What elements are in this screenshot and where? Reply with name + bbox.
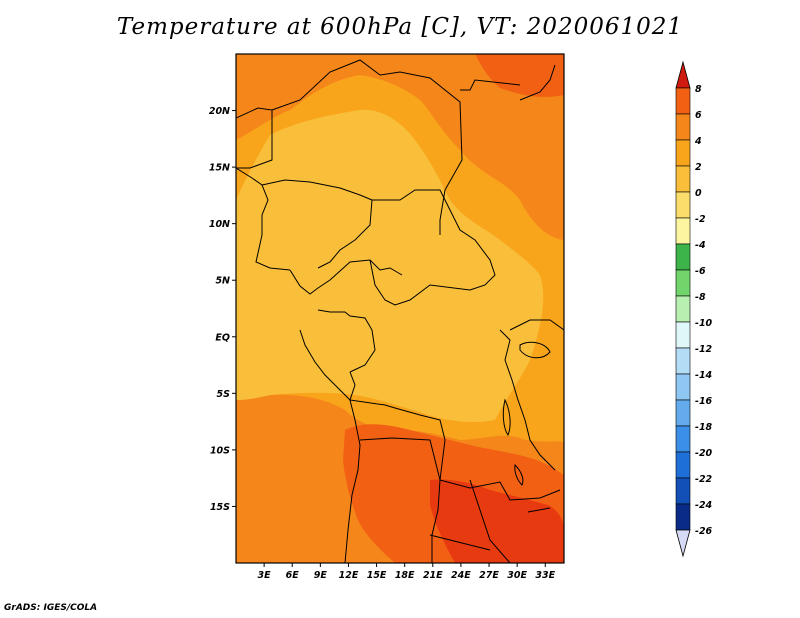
lake-outline <box>527 507 551 513</box>
lat-tick-label: 10N <box>209 219 230 230</box>
colorbar-label: -2 <box>695 214 706 225</box>
temperature-field-above-8 <box>430 479 564 563</box>
colorbar-label: 2 <box>695 162 702 173</box>
colorbar-segment <box>675 477 691 505</box>
colorbar-label: -20 <box>695 448 713 459</box>
colorbar-label: 8 <box>695 84 702 95</box>
colorbar-segment <box>675 321 691 349</box>
colorbar-label: -4 <box>695 240 706 251</box>
lon-tick-label: 6E <box>286 570 300 581</box>
boundary-line <box>369 259 471 306</box>
colorbar-label: -14 <box>695 370 713 381</box>
lon-tick-label: 12E <box>339 570 359 581</box>
temperature-field-0-to-2 <box>236 109 544 423</box>
lat-tick-label: 5S <box>217 389 231 400</box>
colorbar-label: -26 <box>695 526 713 537</box>
lon-tick-label: 33E <box>535 570 555 581</box>
lake-outline <box>514 463 524 486</box>
temperature-field-6-to-8 <box>475 54 564 98</box>
boundary-line <box>429 534 491 551</box>
colorbar-segment <box>675 503 691 531</box>
boundary-line <box>236 167 291 271</box>
colorbar-segment <box>675 87 691 115</box>
colorbar-segment <box>675 139 691 167</box>
boundary-line <box>236 107 273 169</box>
lon-tick-label: 30E <box>507 570 527 581</box>
longitude-axis: 3E 6E 9E 12E 15E 18E 21E 24E 27E 30E 33E <box>258 563 556 581</box>
lon-tick-label: 3E <box>258 570 272 581</box>
colorbar-label: -24 <box>695 500 713 511</box>
lat-tick-label: EQ <box>215 332 230 343</box>
colorbar-segment <box>675 373 691 401</box>
colorbar-segment <box>675 399 691 427</box>
lon-tick-label: 27E <box>479 570 499 581</box>
temperature-field-4-to-6 <box>236 54 564 240</box>
colorbar: 8 6 4 2 0 -2 -4 -6 -8 -10 -12 -14 -16 -18 -20 -22 -24 -26 <box>675 60 713 558</box>
boundary-line <box>439 479 561 501</box>
boundary-line <box>460 79 521 91</box>
lat-tick-label: 15N <box>209 163 230 174</box>
lon-tick-label: 24E <box>451 570 471 581</box>
colorbar-label: -6 <box>695 266 706 277</box>
colorbar-segment <box>675 451 691 479</box>
boundary-line <box>499 329 556 471</box>
lake-outline <box>502 398 511 437</box>
lake-outline <box>519 341 551 359</box>
lat-tick-label: 10S <box>210 445 230 456</box>
colorbar-label: -16 <box>695 396 713 407</box>
coastlines-and-borders <box>236 59 564 563</box>
colorbar-label: -18 <box>695 422 713 433</box>
lon-tick-label: 18E <box>395 570 415 581</box>
map-title: Temperature at 600hPa [C], VT: 202006102… <box>116 14 684 40</box>
colorbar-segment <box>675 217 691 245</box>
boundary-line <box>317 309 376 373</box>
lon-tick-label: 21E <box>423 570 443 581</box>
colorbar-segment <box>675 191 691 219</box>
boundary-line <box>469 479 511 563</box>
colorbar-segment <box>675 113 691 141</box>
colorbar-label: -8 <box>695 292 706 303</box>
boundary-line <box>299 329 361 563</box>
lon-tick-label: 15E <box>367 570 387 581</box>
colorbar-segment <box>675 425 691 453</box>
colorbar-segment <box>675 243 691 271</box>
boundary-line <box>372 189 496 291</box>
boundary-line <box>271 59 463 235</box>
colorbar-label: 4 <box>694 136 702 147</box>
temperature-map <box>236 54 564 563</box>
lon-tick-label: 9E <box>314 570 328 581</box>
boundary-line <box>289 259 403 295</box>
latitude-axis: 20N 15N 10N 5N EQ 5S 10S 15S <box>209 106 236 513</box>
colorbar-segment <box>675 165 691 193</box>
colorbar-label: -12 <box>695 344 713 355</box>
colorbar-label: -10 <box>695 318 713 329</box>
boundary-line <box>519 64 556 101</box>
colorbar-bottom-arrow <box>675 529 691 558</box>
colorbar-label: -22 <box>695 474 713 485</box>
colorbar-label: 0 <box>695 188 702 199</box>
colorbar-top-arrow <box>675 60 691 89</box>
boundary-line <box>509 319 564 331</box>
colorbar-segment <box>675 269 691 297</box>
map-frame <box>235 53 565 564</box>
lat-tick-label: 15S <box>210 502 230 513</box>
colorbar-segment <box>675 295 691 323</box>
grads-credit: GrADS: IGES/COLA <box>4 603 98 613</box>
boundary-line <box>349 371 446 481</box>
colorbar-segment <box>675 347 691 375</box>
colorbar-label: 6 <box>695 110 702 121</box>
lat-tick-label: 5N <box>215 276 230 287</box>
lat-tick-label: 20N <box>209 106 230 117</box>
